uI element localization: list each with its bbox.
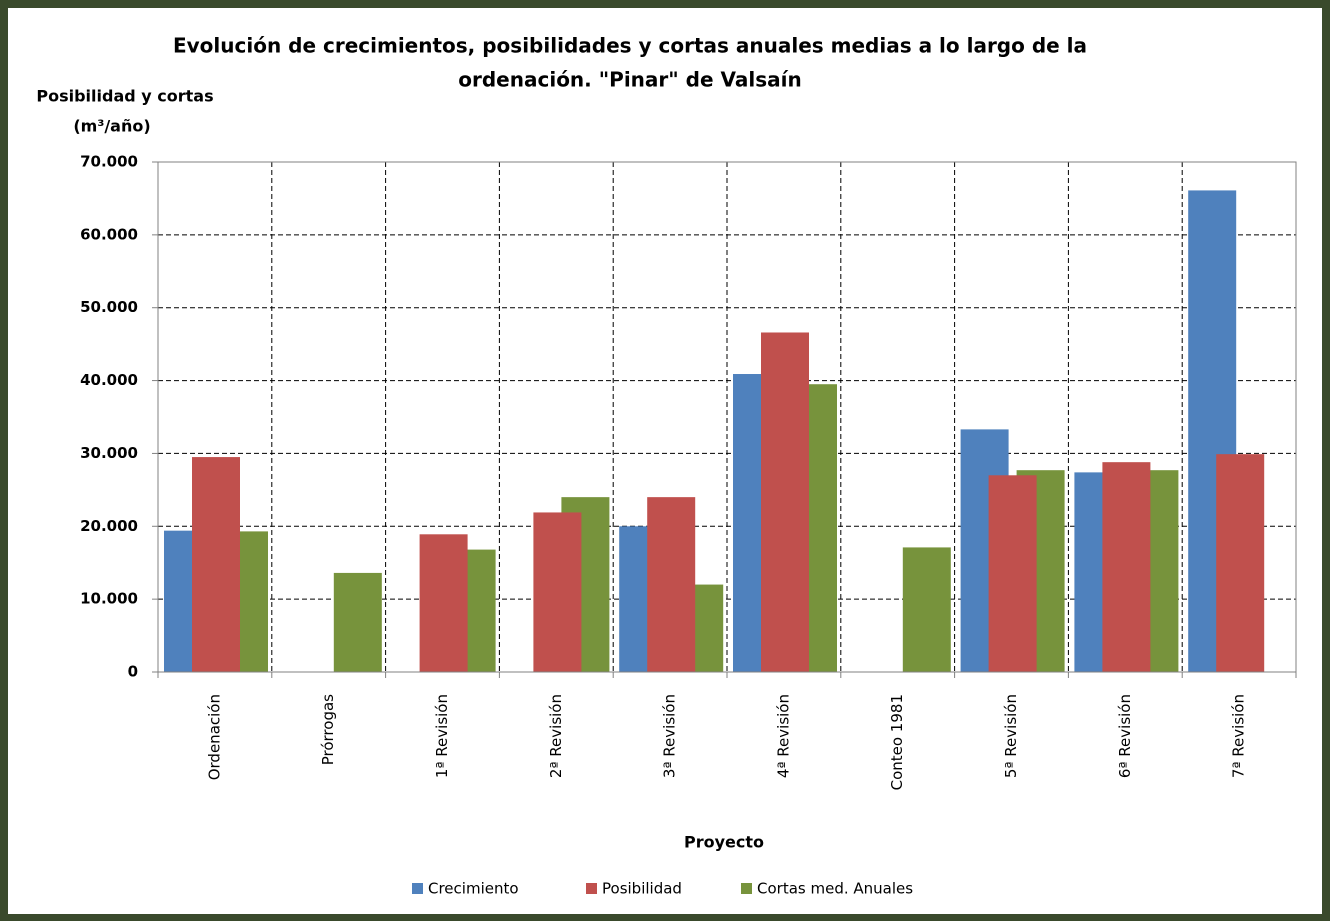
bar: [419, 534, 468, 672]
bar: [533, 512, 582, 672]
chart-title: ordenación. "Pinar" de Valsaín: [458, 68, 801, 92]
y-tick-label: 0: [128, 663, 138, 681]
y-tick-label: 50.000: [80, 298, 138, 316]
x-tick-label: Conteo 1981: [888, 694, 906, 790]
y-tick-label: 20.000: [80, 517, 138, 535]
bar: [333, 572, 382, 672]
bar: [1102, 462, 1151, 672]
bar: [761, 332, 809, 672]
y-axis-title: (m³/año): [73, 117, 150, 136]
y-tick-label: 40.000: [80, 371, 138, 389]
legend-swatch: [586, 883, 597, 894]
x-tick-label: 4ª Revisión: [774, 694, 792, 778]
y-axis-title: Posibilidad y cortas: [36, 87, 213, 106]
y-tick-label: 70.000: [80, 153, 138, 171]
legend-label: Crecimiento: [428, 880, 519, 898]
x-tick-label: 2ª Revisión: [547, 694, 565, 778]
legend-label: Posibilidad: [602, 880, 682, 898]
x-tick-label: Prórrogas: [319, 694, 337, 765]
y-tick-label: 60.000: [80, 225, 138, 243]
plot-border: [157, 161, 1297, 673]
x-tick-label: 5ª Revisión: [1002, 694, 1020, 778]
bar: [988, 475, 1037, 672]
x-tick-label: 3ª Revisión: [661, 694, 679, 778]
y-tick-label: 10.000: [80, 590, 138, 608]
x-tick-label: Ordenación: [205, 694, 223, 780]
x-tick-label: 7ª Revisión: [1230, 694, 1248, 778]
legend-swatch: [741, 883, 752, 894]
bar: [902, 547, 951, 672]
legend-label: Cortas med. Anuales: [757, 880, 913, 898]
legend-swatch: [412, 883, 423, 894]
x-tick-label: 6ª Revisión: [1116, 694, 1134, 778]
x-tick-label: 1ª Revisión: [433, 694, 451, 778]
bar: [647, 497, 696, 672]
y-tick-label: 30.000: [80, 444, 138, 462]
bar: [192, 457, 240, 672]
bar: [1216, 454, 1265, 672]
x-axis-title: Proyecto: [684, 833, 764, 852]
chart-title: Evolución de crecimientos, posibilidades…: [173, 34, 1087, 58]
